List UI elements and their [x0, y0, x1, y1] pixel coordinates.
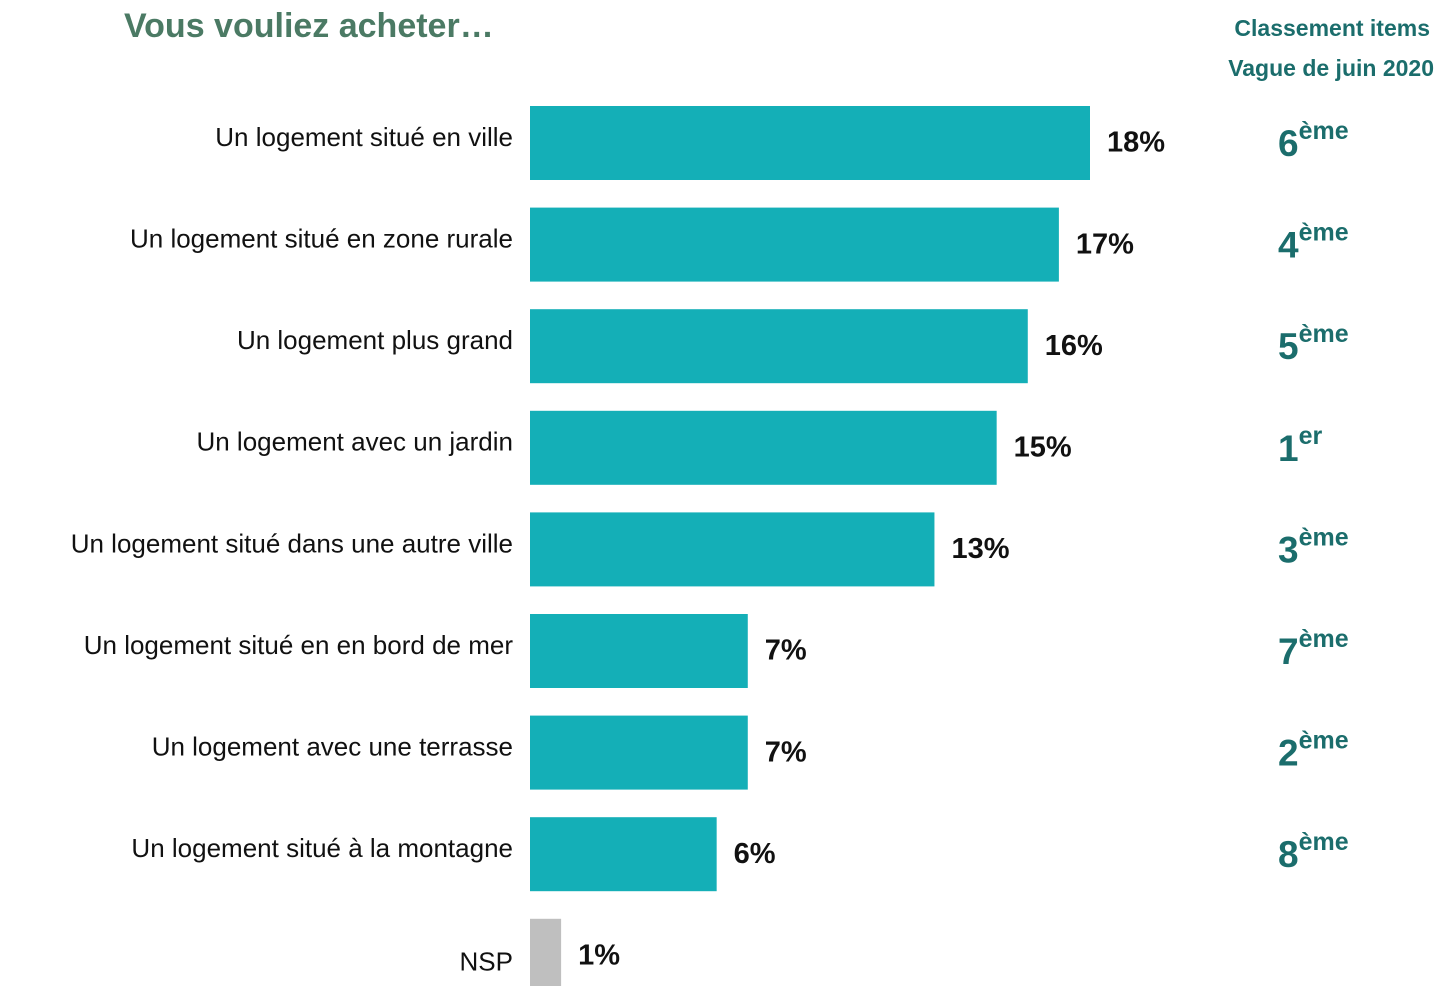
rank-label: 6ème: [1278, 117, 1349, 164]
rank-suffix: ème: [1299, 117, 1349, 145]
value-label: 7%: [765, 736, 807, 768]
rank-suffix: ème: [1299, 523, 1349, 551]
rank-number: 6: [1278, 123, 1299, 164]
rank-label: 2ème: [1278, 726, 1349, 773]
category-label: Un logement situé en zone rurale: [130, 223, 513, 253]
category-label: Un logement situé à la montagne: [131, 833, 513, 863]
rank-suffix: ème: [1299, 726, 1349, 754]
bar: [530, 715, 748, 790]
value-label: 16%: [1045, 330, 1103, 362]
rank-suffix: ème: [1299, 320, 1349, 348]
rank-suffix: ème: [1299, 625, 1349, 653]
category-label: Un logement situé en ville: [215, 122, 513, 152]
rank-label: 5ème: [1278, 320, 1349, 367]
bar: [530, 410, 997, 485]
category-label: Un logement plus grand: [237, 325, 513, 355]
category-label: Un logement avec un jardin: [196, 427, 513, 457]
bar: [530, 614, 748, 688]
rank-number: 3: [1278, 529, 1299, 570]
rank-number: 8: [1278, 834, 1299, 875]
bar: [530, 207, 1059, 282]
category-label: Un logement situé dans une autre ville: [71, 528, 513, 558]
value-label: 17%: [1076, 228, 1134, 260]
chart-title: Vous vouliez acheter…: [124, 7, 494, 45]
value-label: 13%: [951, 533, 1009, 565]
rank-number: 7: [1278, 631, 1299, 672]
bar: [530, 512, 935, 587]
rank-number: 2: [1278, 732, 1299, 773]
rank-number: 1: [1278, 428, 1299, 469]
rank-label: 1er: [1278, 421, 1322, 468]
rank-number: 4: [1278, 224, 1299, 265]
rank-header: Vague de juin 2020: [1228, 55, 1434, 81]
rank-header: Classement items: [1234, 15, 1430, 41]
value-label: 7%: [765, 635, 807, 667]
rank-label: 8ème: [1278, 828, 1349, 875]
value-label: 15%: [1014, 431, 1072, 463]
category-label: NSP: [460, 947, 513, 977]
bar: [530, 309, 1028, 384]
bar: [530, 817, 717, 892]
rank-suffix: er: [1299, 421, 1323, 449]
rank-label: 4ème: [1278, 218, 1349, 265]
rank-suffix: ème: [1299, 218, 1349, 246]
bar: [530, 106, 1090, 180]
rank-label: 7ème: [1278, 625, 1349, 672]
rank-number: 5: [1278, 326, 1299, 367]
category-label: Un logement avec une terrasse: [152, 731, 513, 761]
rank-label: 3ème: [1278, 523, 1349, 570]
value-label: 6%: [734, 838, 776, 870]
category-label: Un logement situé en en bord de mer: [84, 630, 514, 660]
value-label: 18%: [1107, 127, 1165, 159]
rank-suffix: ème: [1299, 828, 1349, 856]
value-label: 1%: [578, 939, 620, 971]
bar: [530, 918, 562, 986]
